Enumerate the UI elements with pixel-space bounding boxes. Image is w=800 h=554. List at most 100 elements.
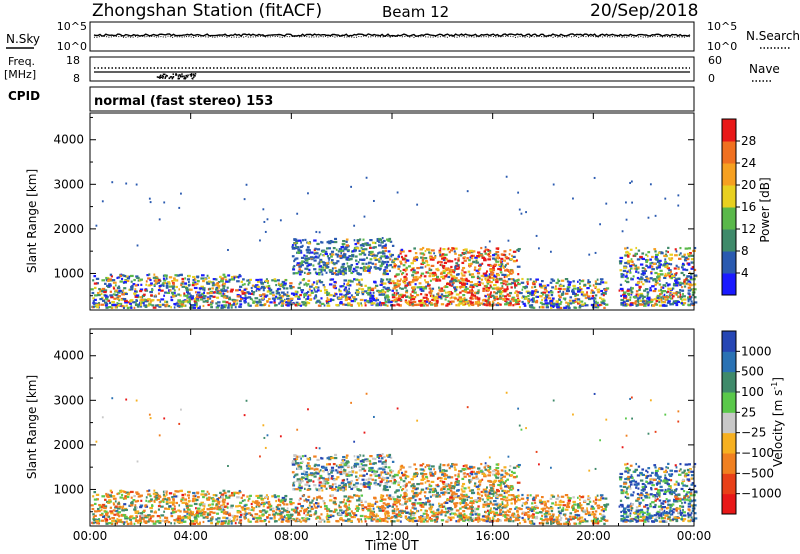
velocity-echo — [193, 514, 196, 517]
power-echo — [502, 282, 505, 285]
power-echo — [680, 271, 684, 275]
power-echo — [459, 285, 464, 289]
power-colorbar-tick-label: 8 — [741, 244, 749, 258]
velocity-echo — [154, 510, 157, 513]
power-echo — [193, 298, 196, 301]
power-echo — [209, 303, 213, 306]
power-echo — [327, 257, 331, 260]
velocity-echo — [326, 514, 331, 517]
velocity-echo — [200, 501, 205, 504]
power-echo — [222, 273, 226, 276]
power-echo — [254, 304, 259, 307]
velocity-echo — [251, 500, 255, 503]
velocity-echo — [347, 497, 350, 500]
power-echo — [216, 304, 221, 307]
power-echo — [635, 290, 639, 293]
velocity-echo — [299, 520, 303, 523]
power-echo — [407, 283, 412, 286]
power-echo — [594, 280, 597, 283]
power-echo — [664, 258, 667, 261]
power-echo — [543, 297, 546, 300]
power-echo — [347, 281, 350, 284]
velocity-echo — [197, 522, 201, 526]
velocity-echo — [92, 521, 95, 524]
power-echo — [639, 263, 644, 266]
velocity-echo — [136, 492, 140, 496]
power-echo — [524, 297, 528, 300]
power-echo — [207, 280, 211, 283]
velocity-echo — [153, 499, 156, 503]
power-echo — [577, 287, 580, 290]
power-echo — [297, 263, 301, 267]
velocity-echo — [380, 457, 384, 460]
velocity-echo — [378, 476, 381, 479]
power-echo — [134, 290, 137, 293]
power-echo — [382, 260, 387, 264]
power-echo — [450, 284, 453, 287]
power-echo — [508, 270, 512, 274]
velocity-echo — [206, 490, 209, 493]
power-echo — [256, 287, 259, 290]
power-echo — [349, 268, 352, 271]
velocity-echo — [338, 484, 341, 487]
velocity-echo — [300, 507, 304, 510]
power-echo — [447, 260, 451, 263]
power-echo — [217, 289, 220, 292]
power-echo — [148, 197, 151, 200]
velocity-echo — [292, 509, 295, 512]
power-echo — [393, 257, 397, 260]
power-echo — [429, 292, 432, 295]
power-echo — [426, 264, 430, 267]
power-echo — [292, 272, 295, 275]
power-echo — [549, 281, 553, 284]
power-colorbar-tick-label: 16 — [741, 200, 756, 214]
power-echo — [220, 294, 225, 297]
power-echo — [635, 270, 638, 273]
power-echo — [315, 252, 319, 255]
power-echo — [642, 273, 645, 277]
power-echo — [465, 285, 468, 289]
power-echo — [298, 239, 302, 242]
power-echo — [464, 298, 468, 301]
power-echo — [200, 285, 205, 288]
power-echo — [431, 274, 436, 278]
velocity-echo — [227, 490, 231, 493]
power-echo — [463, 256, 466, 259]
power-echo — [230, 275, 234, 279]
velocity-echo — [324, 507, 327, 510]
velocity-echo — [185, 504, 189, 508]
velocity-echo — [165, 491, 168, 494]
power-echo — [599, 278, 604, 281]
power-echo — [405, 273, 408, 276]
power-echo — [271, 291, 275, 294]
power-echo — [654, 256, 658, 259]
power-echo — [361, 249, 365, 253]
velocity-echo — [221, 493, 225, 496]
power-echo — [459, 254, 463, 257]
power-echo — [449, 282, 451, 285]
power-echo — [187, 301, 191, 304]
power-echo — [625, 201, 627, 204]
power-echo — [323, 254, 325, 257]
velocity-echo — [339, 488, 343, 491]
power-echo — [326, 265, 330, 269]
power-echo — [424, 265, 427, 268]
power-echo — [327, 302, 330, 305]
power-echo — [653, 298, 658, 301]
velocity-echo — [195, 515, 198, 518]
velocity-echo — [281, 501, 285, 505]
power-echo — [303, 271, 306, 274]
power-echo — [443, 285, 446, 289]
power-echo — [244, 298, 247, 301]
velocity-echo — [374, 500, 379, 503]
power-echo — [312, 281, 316, 284]
power-echo — [426, 284, 431, 287]
velocity-echo — [307, 511, 310, 514]
power-echo — [585, 304, 589, 307]
velocity-echo — [195, 511, 199, 514]
velocity-echo — [294, 506, 298, 509]
beam-label: Beam 12 — [382, 3, 449, 21]
velocity-echo — [120, 489, 123, 492]
power-echo — [387, 298, 391, 301]
freq-dip-point — [162, 73, 165, 76]
